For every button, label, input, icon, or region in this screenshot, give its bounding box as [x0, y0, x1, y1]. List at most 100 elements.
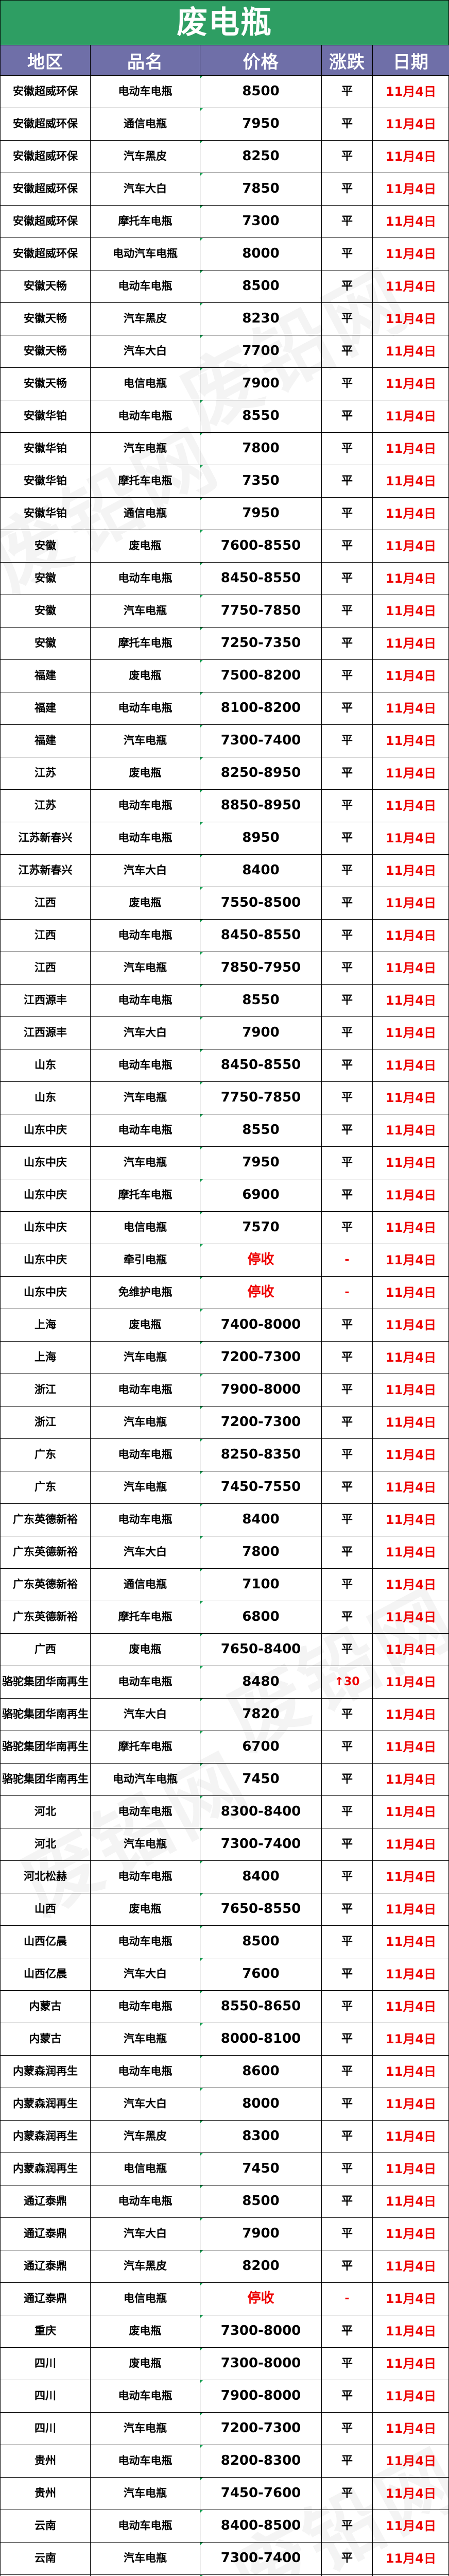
cell-change: 平 — [321, 1081, 373, 1114]
cell-region: 安徽天畅 — [0, 335, 91, 368]
cell-region: 内蒙森润再生 — [0, 2055, 91, 2088]
cell-change: 平 — [321, 2510, 373, 2543]
table-row: 河北 电动车电瓶 8300-8400 平 11月4日 — [0, 1795, 449, 1828]
cell-price: 8500 — [200, 75, 322, 108]
table-row: 江苏 废电瓶 8250-8950 平 11月4日 — [0, 757, 449, 790]
cell-change: 平 — [321, 1114, 373, 1147]
cell-change: 平 — [321, 595, 373, 628]
table-row: 贵州 电动车电瓶 8200-8300 平 11月4日 — [0, 2445, 449, 2478]
cell-change: 平 — [321, 627, 373, 660]
cell-change: ↑30 — [321, 1666, 373, 1699]
cell-product: 电动车电瓶 — [90, 2510, 200, 2543]
table-row: 福建 电动车电瓶 8100-8200 平 11月4日 — [0, 692, 449, 725]
table-row: 山西 废电瓶 7650-8550 平 11月4日 — [0, 1893, 449, 1926]
cell-region: 江西源丰 — [0, 984, 91, 1017]
table-row: 骆驼集团华南再生 电动车电瓶 8480 ↑30 11月4日 — [0, 1666, 449, 1699]
cell-product: 汽车电瓶 — [90, 1081, 200, 1114]
cell-region: 重庆 — [0, 2315, 91, 2348]
table-row: 山西亿晨 电动车电瓶 8500 平 11月4日 — [0, 1925, 449, 1958]
table-row: 安徽华铂 摩托车电瓶 7350 平 11月4日 — [0, 465, 449, 498]
cell-price: 7300 — [200, 205, 322, 238]
table-row: 山东中庆 汽车电瓶 7950 平 11月4日 — [0, 1146, 449, 1179]
table-row: 安徽超威环保 通信电瓶 7950 平 11月4日 — [0, 108, 449, 141]
cell-product: 电动车电瓶 — [90, 1860, 200, 1893]
cell-region: 安徽华铂 — [0, 497, 91, 530]
cell-date: 11月4日 — [372, 465, 449, 498]
cell-change: 平 — [321, 205, 373, 238]
cell-date: 11月4日 — [372, 1731, 449, 1764]
cell-product: 电动车电瓶 — [90, 1666, 200, 1699]
cell-date: 11月4日 — [372, 919, 449, 952]
cell-region: 安徽超威环保 — [0, 173, 91, 206]
cell-product: 摩托车电瓶 — [90, 1731, 200, 1764]
table-row: 广东英德新裕 通信电瓶 7100 平 11月4日 — [0, 1568, 449, 1601]
cell-region: 云南 — [0, 2542, 91, 2575]
cell-region: 山东中庆 — [0, 1244, 91, 1277]
cell-date: 11月4日 — [372, 1795, 449, 1828]
cell-change: 平 — [321, 822, 373, 855]
table-row: 安徽超威环保 电动车电瓶 8500 平 11月4日 — [0, 75, 449, 108]
cell-change: 平 — [321, 1633, 373, 1666]
cell-price: 7750-7850 — [200, 1081, 322, 1114]
cell-price: 8250 — [200, 140, 322, 173]
cell-date: 11月4日 — [372, 173, 449, 206]
cell-product: 电动车电瓶 — [90, 1438, 200, 1471]
cell-product: 免维护电瓶 — [90, 1276, 200, 1309]
cell-product: 电动车电瓶 — [90, 1114, 200, 1147]
cell-change: 平 — [321, 2445, 373, 2478]
table-row: 山东中庆 摩托车电瓶 6900 平 11月4日 — [0, 1179, 449, 1212]
cell-date: 11月4日 — [372, 1503, 449, 1536]
cell-price: 8400 — [200, 1503, 322, 1536]
table-row: 安徽天畅 汽车黑皮 8230 平 11月4日 — [0, 302, 449, 335]
table-row: 河北 汽车电瓶 7300-7400 平 11月4日 — [0, 1828, 449, 1861]
cell-change: - — [321, 2282, 373, 2315]
cell-price: 7200-7300 — [200, 1341, 322, 1374]
cell-change: 平 — [321, 724, 373, 757]
cell-product: 电动车电瓶 — [90, 1795, 200, 1828]
cell-region: 江西 — [0, 919, 91, 952]
table-row: 四川 废电瓶 7300-8000 平 11月4日 — [0, 2347, 449, 2380]
cell-change: 平 — [321, 919, 373, 952]
table-row: 山东中庆 电信电瓶 7570 平 11月4日 — [0, 1211, 449, 1244]
cell-product: 汽车黑皮 — [90, 2250, 200, 2283]
table-row: 山东 汽车电瓶 7750-7850 平 11月4日 — [0, 1081, 449, 1114]
cell-date: 11月4日 — [372, 1114, 449, 1147]
cell-change: 平 — [321, 108, 373, 141]
table-row: 安徽华铂 汽车电瓶 7800 平 11月4日 — [0, 432, 449, 465]
cell-date: 11月4日 — [372, 2282, 449, 2315]
cell-price: 7300-7400 — [200, 2542, 322, 2575]
cell-region: 安徽华铂 — [0, 465, 91, 498]
cell-price: 8400-8500 — [200, 2510, 322, 2543]
cell-region: 江西源丰 — [0, 1016, 91, 1049]
cell-region: 浙江 — [0, 1374, 91, 1406]
column-header-price: 价格 — [200, 45, 322, 76]
cell-change: 平 — [321, 367, 373, 400]
cell-date: 11月4日 — [372, 2315, 449, 2348]
cell-region: 河北 — [0, 1795, 91, 1828]
cell-change: 平 — [321, 173, 373, 206]
table-row: 通辽泰鼎 汽车大白 7900 平 11月4日 — [0, 2217, 449, 2250]
table-row: 安徽天畅 汽车大白 7700 平 11月4日 — [0, 335, 449, 368]
cell-date: 11月4日 — [372, 627, 449, 660]
cell-product: 汽车大白 — [90, 1016, 200, 1049]
cell-price: 7450-7600 — [200, 2477, 322, 2510]
table-row: 江西 汽车电瓶 7850-7950 平 11月4日 — [0, 952, 449, 985]
cell-date: 11月4日 — [372, 2088, 449, 2121]
cell-product: 牵引电瓶 — [90, 1244, 200, 1277]
cell-date: 11月4日 — [372, 400, 449, 433]
cell-date: 11月4日 — [372, 1341, 449, 1374]
cell-price: 8230 — [200, 302, 322, 335]
cell-price: 7800 — [200, 432, 322, 465]
cell-product: 废电瓶 — [90, 659, 200, 692]
cell-date: 11月4日 — [372, 1146, 449, 1179]
cell-change: 平 — [321, 2217, 373, 2250]
cell-product: 电信电瓶 — [90, 1211, 200, 1244]
cell-price: 7450 — [200, 2153, 322, 2185]
cell-region: 山西 — [0, 1893, 91, 1926]
cell-product: 电动车电瓶 — [90, 2380, 200, 2413]
cell-change: 平 — [321, 1568, 373, 1601]
cell-date: 11月4日 — [372, 1666, 449, 1699]
column-header-region: 地区 — [0, 45, 91, 76]
cell-region: 安徽天畅 — [0, 367, 91, 400]
cell-product: 电动车电瓶 — [90, 1374, 200, 1406]
